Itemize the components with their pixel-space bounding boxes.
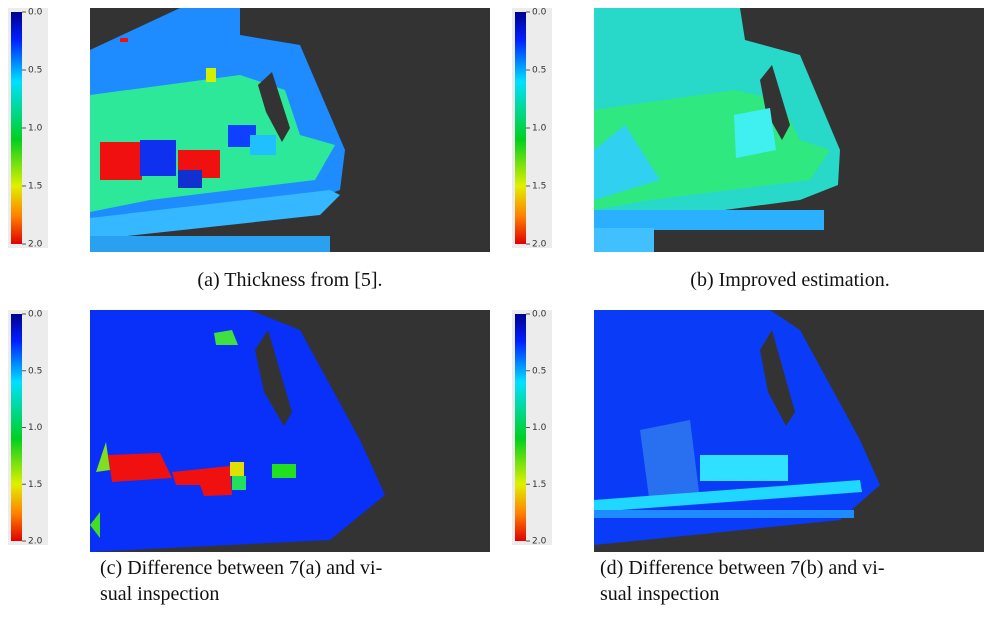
render-c	[90, 310, 490, 552]
colorbar	[11, 314, 22, 541]
colorbar-tick-label: 0.0	[28, 310, 43, 320]
caption: (a) Thickness from [5].	[197, 269, 382, 291]
colorbar-tick-label: 0.5	[28, 66, 42, 76]
render-a	[90, 8, 490, 252]
caption: (b) Improved estimation.	[690, 269, 889, 291]
colorbar-tick-label: 0.0	[532, 8, 547, 18]
colorbar-tick-label: 0.5	[28, 366, 42, 376]
panel: 0.0 0.5 1.0 1.5 2.0 (c) Difference between 7(…	[8, 310, 382, 605]
panel: 0.0 0.5 1.0 1.5 2.0 (d) Difference between 7(…	[512, 310, 885, 605]
colorbar	[515, 314, 526, 541]
colorbar-tick-label: 0.0	[532, 310, 547, 320]
render-d	[594, 310, 984, 552]
colorbar-tick-label: 1.0	[532, 124, 547, 134]
colorbar	[515, 12, 526, 244]
caption: sual inspection	[100, 583, 219, 605]
colorbar-tick-label: 1.0	[532, 423, 547, 433]
colorbar	[11, 12, 22, 244]
colorbar-tick-label: 1.5	[28, 182, 42, 192]
panel: 0.0 0.5 1.0 1.5 2.0 (a) Thickness from [5].	[8, 8, 383, 291]
colorbar-tick-label: 0.5	[532, 366, 546, 376]
colorbar-tick-label: 2.0	[28, 537, 43, 547]
colorbar-tick-label: 1.5	[28, 480, 42, 490]
caption: (c) Difference between 7(a) and vi-	[100, 557, 382, 579]
colorbar-tick-label: 2.0	[532, 537, 547, 547]
colorbar-tick-label: 1.0	[28, 124, 43, 134]
colorbar-tick-label: 0.0	[28, 8, 43, 18]
colorbar-tick-label: 2.0	[28, 240, 43, 250]
colorbar-tick-label: 0.5	[532, 66, 546, 76]
colorbar-tick-label: 1.5	[532, 480, 546, 490]
render-b	[594, 8, 984, 252]
caption: sual inspection	[600, 583, 719, 605]
caption: (d) Difference between 7(b) and vi-	[600, 557, 885, 579]
colorbar-tick-label: 2.0	[532, 240, 547, 250]
panel: 0.0 0.5 1.0 1.5 2.0 (b) Improved estimation.	[512, 8, 890, 291]
colorbar-tick-label: 1.5	[532, 182, 546, 192]
colorbar-tick-label: 1.0	[28, 423, 43, 433]
